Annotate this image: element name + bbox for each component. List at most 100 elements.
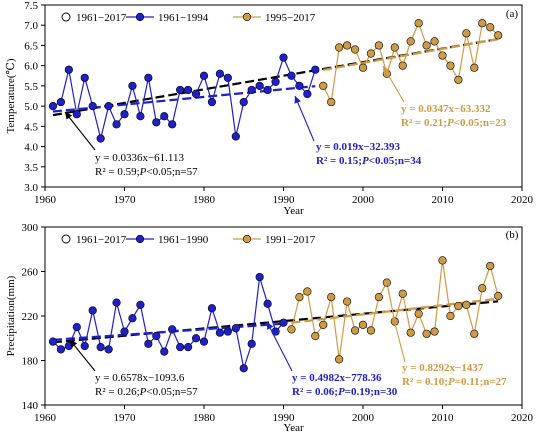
x-tick-label: 2020 [511,412,534,424]
y-tick-label: 3.0 [24,182,38,194]
data-point [152,118,161,127]
series-line-1 [322,21,499,105]
legend-marker [242,12,252,22]
y-tick-label: 300 [22,222,39,234]
regression-annotation: R² = 0.15;P<0.05;n=34 [316,155,422,167]
regression-annotation: R² = 0.26;P<0.05;n=57 [95,386,198,398]
data-point [454,301,463,311]
regression-annotation: y = 0.0347x−63.332 [401,103,491,115]
data-point [319,81,328,90]
data-point [438,51,447,60]
data-point [263,299,272,308]
annotation-arrow [266,321,293,372]
annotation-arrow [392,315,406,363]
data-point [382,278,391,287]
annotation-text: y = 0.4982x−778.36 [292,372,382,384]
data-point [470,329,479,338]
y-tick-label: 7.0 [24,20,38,32]
data-point [486,261,495,271]
data-point [390,43,399,52]
regression-annotation: y = 0.019x−32.393 [316,141,401,153]
panel-label: (a) [506,8,519,20]
annotation-text: y = 0.0336x−61.113 [95,152,184,164]
data-point [191,334,201,343]
annotation-arrowhead [383,66,390,74]
data-point [422,329,431,338]
legend-label: 1991−2017 [265,234,316,246]
x-tick-label: 2000 [352,194,375,206]
data-point [414,309,423,318]
annotation-text: <0.05;n=57 [146,386,198,398]
annotation-text: <0.05;n=57 [146,166,198,178]
y-tick-label: 7.5 [24,0,38,12]
regression-annotation: R² = 0.21;P<0.05;n=23 [401,117,507,129]
regression-annotation: y = 0.0336x−61.113 [95,152,184,164]
annotation-arrowhead [294,96,301,104]
data-point [72,323,81,332]
data-point [295,292,304,302]
data-point [144,339,153,348]
x-tick-label: 1970 [114,194,137,206]
x-tick-label: 2010 [432,194,455,206]
data-point [486,23,495,32]
data-point [446,311,455,321]
annotation-text: R² = 0.15; [316,155,362,167]
annotation-arrowhead [65,112,73,120]
data-point [327,292,336,302]
legend: 1961−2017 1961−1990 1991−2017 [61,234,316,246]
data-point [191,89,201,99]
annotation-text: y = 0.8292x−1437 [402,362,484,374]
data-point [494,291,503,301]
legend-marker [61,234,71,244]
x-tick-label: 1960 [34,412,57,424]
y-tick-label: 3.5 [24,162,38,174]
annotation-text: R² = 0.10; [402,376,448,388]
legend-marker [242,234,252,244]
data-point [96,343,105,352]
x-tick-label: 1970 [114,412,137,424]
y-tick-label: 6.5 [24,40,38,52]
data-point [358,63,368,72]
legend-marker [135,234,145,244]
data-point [223,73,232,82]
data-point [247,339,256,348]
annotation-arrowhead [70,340,78,348]
annotation-text: P [362,155,369,167]
legend-label: 1961−2017 [76,234,127,246]
data-point [207,97,217,107]
annotation-text: R² = 0.06; [292,386,338,398]
trendline-1 [52,85,316,113]
data-point [358,320,368,330]
annotation-text: y = 0.6578x−1093.6 [95,372,185,384]
legend: 1961−2017 1961−1994 1995−2017 [61,12,316,24]
annotation-text: y = 0.019x−32.393 [316,141,401,153]
data-point [207,304,217,313]
data-point [279,318,288,327]
y-tick-label: 260 [22,267,39,279]
data-point [335,43,344,52]
data-point [335,355,344,364]
data-point [303,287,312,296]
data-point [231,324,240,333]
data-point [176,343,185,352]
regression-annotation: y = 0.8292x−1437 [402,362,484,374]
data-point [80,73,89,82]
data-point [184,343,193,352]
y-tick-label: 140 [22,400,39,412]
annotation-text: y = 0.0347x−63.332 [401,103,491,115]
data-point [462,29,471,38]
data-point [176,85,185,95]
data-point [478,19,487,28]
data-point [120,110,129,119]
x-axis-label: Year [283,205,304,217]
annotation-text: P [447,117,454,129]
annotation-arrow [64,111,96,151]
x-tick-label: 2010 [432,412,455,424]
regression-annotation: R² = 0.10;P=0.11;n=27 [402,376,507,388]
data-point [223,327,232,336]
data-point [136,112,145,121]
x-tick-label: 1980 [193,194,216,206]
data-point [255,81,264,90]
data-point [104,102,113,111]
